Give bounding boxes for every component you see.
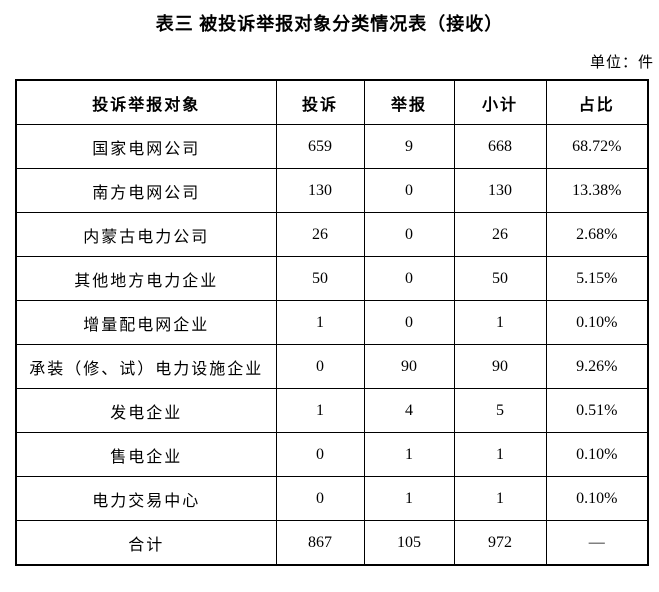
row-label-cell: 其他地方电力企业 (15, 256, 277, 301)
complaints-cell: 0 (275, 344, 365, 389)
col-header-share: 占比 (545, 79, 649, 125)
share-cell: 13.38% (545, 168, 649, 213)
share-cell: 0.10% (545, 476, 649, 521)
col-header-reports: 举报 (363, 79, 455, 125)
page-container: 表三 被投诉举报对象分类情况表（接收） 单位：件 投诉举报对象 投诉 举报 小计… (0, 12, 659, 592)
share-cell: 0.51% (545, 388, 649, 433)
table-row: 发电企业 1 4 5 0.51% (15, 388, 649, 433)
subtotal-cell: 130 (453, 168, 547, 213)
row-label-cell: 承装（修、试）电力设施企业 (15, 344, 277, 389)
row-label-cell: 售电企业 (15, 432, 277, 477)
complaint-target-table: 投诉举报对象 投诉 举报 小计 占比 国家电网公司 659 9 668 68.7… (15, 79, 649, 566)
table-body: 国家电网公司 659 9 668 68.72% 南方电网公司 130 0 130… (15, 124, 649, 566)
table-row: 承装（修、试）电力设施企业 0 90 90 9.26% (15, 344, 649, 389)
col-header-subtotal: 小计 (453, 79, 547, 125)
subtotal-cell: 1 (453, 300, 547, 345)
complaints-cell: 659 (275, 124, 365, 169)
subtotal-cell: 1 (453, 432, 547, 477)
table-row: 增量配电网企业 1 0 1 0.10% (15, 300, 649, 345)
reports-cell: 0 (363, 212, 455, 257)
table-row-total: 合计 867 105 972 — (15, 520, 649, 566)
complaints-cell: 50 (275, 256, 365, 301)
share-cell: — (545, 520, 649, 566)
document-page: { "title": "表三 被投诉举报对象分类情况表（接收）", "unit_… (0, 12, 659, 592)
subtotal-cell: 668 (453, 124, 547, 169)
row-label-cell: 电力交易中心 (15, 476, 277, 521)
complaints-cell: 867 (275, 520, 365, 566)
reports-cell: 0 (363, 168, 455, 213)
subtotal-cell: 972 (453, 520, 547, 566)
table-row: 售电企业 0 1 1 0.10% (15, 432, 649, 477)
table-row: 国家电网公司 659 9 668 68.72% (15, 124, 649, 169)
reports-cell: 4 (363, 388, 455, 433)
complaints-cell: 26 (275, 212, 365, 257)
reports-cell: 0 (363, 300, 455, 345)
subtotal-cell: 50 (453, 256, 547, 301)
table-header: 投诉举报对象 投诉 举报 小计 占比 (15, 79, 649, 125)
subtotal-cell: 26 (453, 212, 547, 257)
subtotal-cell: 1 (453, 476, 547, 521)
table-row: 其他地方电力企业 50 0 50 5.15% (15, 256, 649, 301)
complaints-cell: 130 (275, 168, 365, 213)
share-cell: 2.68% (545, 212, 649, 257)
header-row: 投诉举报对象 投诉 举报 小计 占比 (15, 79, 649, 125)
subtotal-cell: 5 (453, 388, 547, 433)
reports-cell: 0 (363, 256, 455, 301)
complaints-cell: 1 (275, 388, 365, 433)
col-header-complaints: 投诉 (275, 79, 365, 125)
row-label-cell: 合计 (15, 520, 277, 566)
table-row: 电力交易中心 0 1 1 0.10% (15, 476, 649, 521)
share-cell: 9.26% (545, 344, 649, 389)
table-title: 表三 被投诉举报对象分类情况表（接收） (155, 14, 504, 34)
table-row: 南方电网公司 130 0 130 13.38% (15, 168, 649, 213)
share-cell: 0.10% (545, 432, 649, 477)
complaints-cell: 0 (275, 432, 365, 477)
reports-cell: 1 (363, 476, 455, 521)
subtotal-cell: 90 (453, 344, 547, 389)
row-label-cell: 发电企业 (15, 388, 277, 433)
complaints-cell: 0 (275, 476, 365, 521)
share-cell: 5.15% (545, 256, 649, 301)
reports-cell: 1 (363, 432, 455, 477)
share-cell: 0.10% (545, 300, 649, 345)
row-label-cell: 增量配电网企业 (15, 300, 277, 345)
table-row: 内蒙古电力公司 26 0 26 2.68% (15, 212, 649, 257)
share-cell: 68.72% (545, 124, 649, 169)
row-label-cell: 南方电网公司 (15, 168, 277, 213)
complaints-cell: 1 (275, 300, 365, 345)
reports-cell: 105 (363, 520, 455, 566)
col-header-target: 投诉举报对象 (15, 79, 277, 125)
reports-cell: 9 (363, 124, 455, 169)
unit-label: 单位：件 (589, 55, 654, 71)
row-label-cell: 内蒙古电力公司 (15, 212, 277, 257)
row-label-cell: 国家电网公司 (15, 124, 277, 169)
reports-cell: 90 (363, 344, 455, 389)
